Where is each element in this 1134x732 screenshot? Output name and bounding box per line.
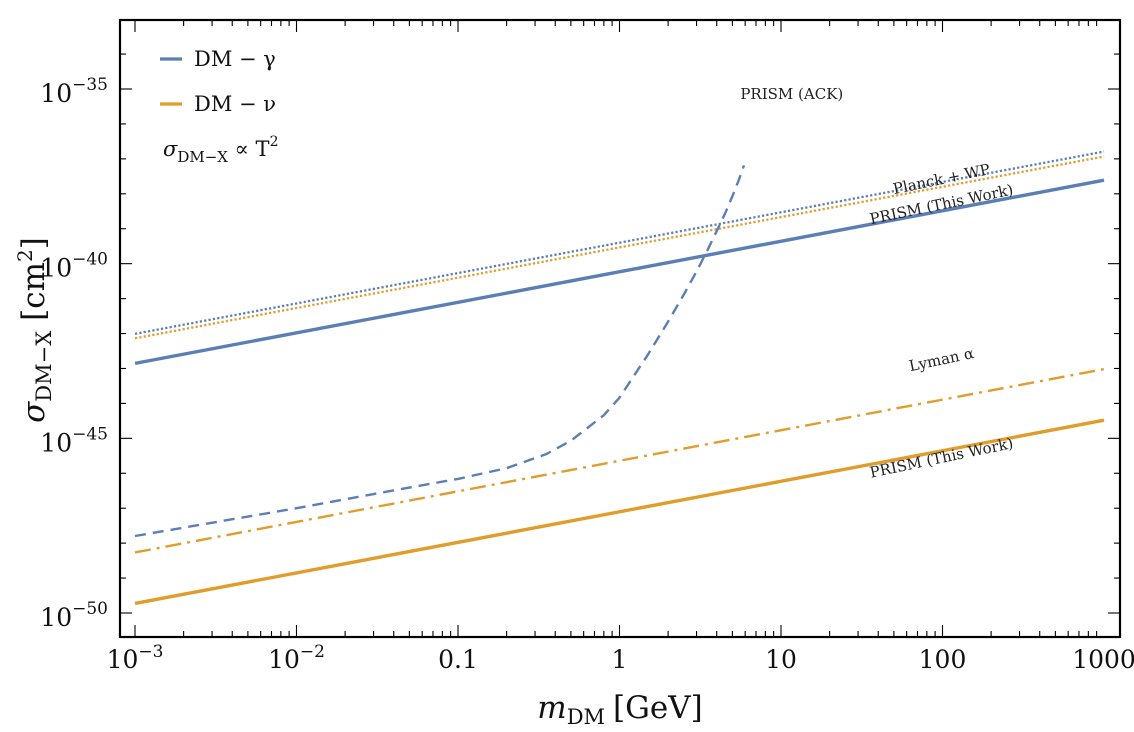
x-tick-labels: 10−3 10−2 0.1 1 10 100 1000 [107,642,1134,674]
y-axis-title: σDM−X[cm2] [13,237,56,423]
y-tick-label: 10−45 [40,424,108,457]
y-tick-labels: 10−35 10−40 10−45 10−50 [40,75,108,632]
x-tick-label: 10 [765,645,797,674]
y-tick-label: 10−40 [40,250,108,283]
legend-note: σDM−X ∝ T2 [163,134,278,166]
series-prism-ack-dm [134,164,746,538]
x-tick-label: 10−3 [107,642,164,674]
legend-label-dm-gamma: DM − γ [194,47,276,71]
annotation-prism-this-work: PRISM (This Work) [868,434,1015,482]
series-lyman-dm [134,367,1105,554]
x-tick-label: 10−2 [268,642,325,674]
tick-marks [120,20,1120,637]
annotation-lyman: Lyman α [907,344,975,375]
series-prism-this-work-dm [134,418,1105,606]
x-tick-label: 100 [919,645,967,674]
series-prism-this-work-dm [134,178,1105,366]
x-axis-title: mDM [GeV] [537,690,702,729]
x-tick-label: 1000 [1072,645,1134,674]
y-tick-label: 10−50 [40,599,108,632]
annotation-prism-ack: PRISM (ACK) [740,85,843,103]
series-planck-wp-dm [134,155,1105,340]
series-planck-wp-dm [134,150,1105,335]
x-tick-label: 0.1 [438,645,478,674]
legend: DM − γ DM − ν σDM−X ∝ T2 [160,47,278,166]
y-tick-label: 10−35 [40,75,108,108]
legend-label-dm-nu: DM − ν [194,92,276,116]
x-tick-label: 1 [612,645,628,674]
series-layer [134,150,1105,606]
